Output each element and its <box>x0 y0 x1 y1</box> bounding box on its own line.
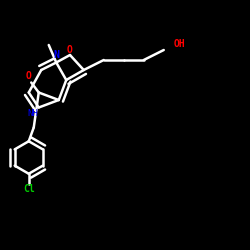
Text: N: N <box>53 50 59 60</box>
Text: OH: OH <box>174 39 186 49</box>
Text: NH: NH <box>27 109 38 118</box>
Text: O: O <box>26 71 32 81</box>
Text: Cl: Cl <box>23 184 34 194</box>
Text: O: O <box>67 45 73 55</box>
